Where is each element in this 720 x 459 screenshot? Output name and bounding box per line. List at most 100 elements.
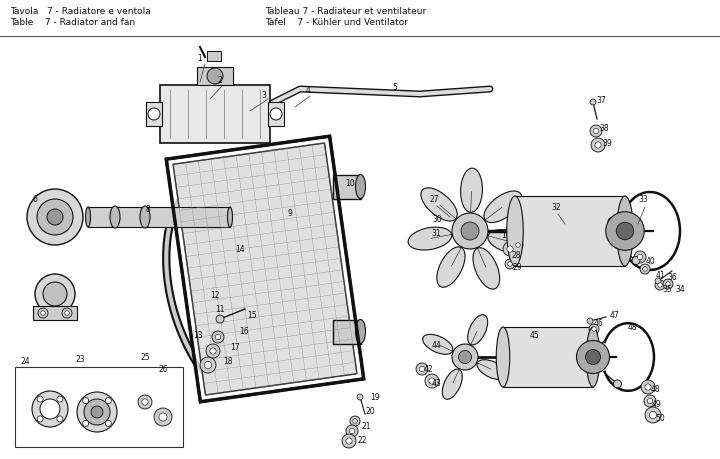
Text: 48: 48 <box>650 385 660 394</box>
Circle shape <box>616 223 634 240</box>
Circle shape <box>647 398 653 404</box>
Ellipse shape <box>496 327 510 387</box>
Circle shape <box>503 242 517 257</box>
Circle shape <box>663 280 673 289</box>
Ellipse shape <box>461 169 482 213</box>
Ellipse shape <box>437 247 465 288</box>
Circle shape <box>57 396 63 402</box>
Circle shape <box>608 218 616 226</box>
Circle shape <box>590 126 602 138</box>
Text: Tavola   7 - Radiatore e ventola: Tavola 7 - Radiatore e ventola <box>10 7 150 16</box>
Bar <box>197 68 233 86</box>
Circle shape <box>590 100 596 106</box>
Text: 24: 24 <box>20 357 30 366</box>
Ellipse shape <box>356 320 366 344</box>
Circle shape <box>452 213 488 249</box>
Circle shape <box>83 398 89 404</box>
Text: 42: 42 <box>423 365 433 374</box>
Circle shape <box>655 279 661 285</box>
Circle shape <box>425 374 439 388</box>
Bar <box>146 103 162 127</box>
Text: 43: 43 <box>432 378 442 386</box>
Circle shape <box>204 362 212 369</box>
Circle shape <box>148 109 160 121</box>
Ellipse shape <box>473 248 500 290</box>
Ellipse shape <box>488 230 531 254</box>
Circle shape <box>505 259 515 269</box>
Circle shape <box>655 280 665 291</box>
Text: 21: 21 <box>361 421 371 431</box>
Circle shape <box>585 350 600 365</box>
Circle shape <box>637 255 643 260</box>
Circle shape <box>105 398 112 404</box>
Circle shape <box>40 399 60 419</box>
Text: 9: 9 <box>287 208 292 217</box>
Text: 32: 32 <box>552 202 561 211</box>
Text: 33: 33 <box>638 195 648 204</box>
Circle shape <box>47 210 63 225</box>
Ellipse shape <box>86 207 91 228</box>
Circle shape <box>215 335 221 340</box>
Ellipse shape <box>140 207 150 229</box>
Text: 49: 49 <box>652 400 662 409</box>
Circle shape <box>200 357 216 373</box>
Ellipse shape <box>228 207 233 228</box>
Circle shape <box>142 399 148 405</box>
Ellipse shape <box>617 196 634 266</box>
Circle shape <box>83 420 89 426</box>
Circle shape <box>342 434 356 448</box>
Bar <box>268 103 284 127</box>
Ellipse shape <box>586 327 600 387</box>
Circle shape <box>516 243 521 248</box>
Circle shape <box>57 416 63 422</box>
Bar <box>333 320 361 344</box>
Text: 17: 17 <box>230 343 240 352</box>
Text: 47: 47 <box>609 310 619 319</box>
Text: 23: 23 <box>75 355 85 364</box>
Text: 10: 10 <box>345 178 355 187</box>
Circle shape <box>507 246 513 252</box>
Bar <box>160 86 270 144</box>
Circle shape <box>416 363 428 375</box>
Circle shape <box>666 282 670 286</box>
Bar <box>166 137 364 402</box>
Circle shape <box>658 283 662 288</box>
Ellipse shape <box>421 188 457 222</box>
Bar <box>207 52 221 62</box>
Circle shape <box>159 413 167 421</box>
Circle shape <box>77 392 117 432</box>
Circle shape <box>154 408 172 426</box>
Text: 22: 22 <box>357 436 366 444</box>
Text: Tafel    7 - Kühler und Ventilator: Tafel 7 - Kühler und Ventilator <box>265 18 408 27</box>
Text: 35: 35 <box>662 285 672 294</box>
Text: Table    7 - Radiator and fan: Table 7 - Radiator and fan <box>10 18 135 27</box>
Text: 40: 40 <box>645 257 655 266</box>
Circle shape <box>592 327 596 331</box>
Circle shape <box>577 341 610 374</box>
Text: 28: 28 <box>511 250 521 259</box>
Circle shape <box>429 378 435 384</box>
Circle shape <box>452 344 478 370</box>
Circle shape <box>346 438 352 444</box>
Circle shape <box>357 394 363 400</box>
Text: 38: 38 <box>599 123 609 132</box>
Circle shape <box>105 420 112 426</box>
Circle shape <box>640 264 650 274</box>
Circle shape <box>37 200 73 235</box>
Bar <box>515 196 625 266</box>
Circle shape <box>644 395 656 407</box>
Bar <box>33 306 77 320</box>
Ellipse shape <box>484 191 522 223</box>
Text: 1: 1 <box>197 53 202 62</box>
Text: 29: 29 <box>512 263 522 272</box>
Circle shape <box>634 252 646 263</box>
Text: 39: 39 <box>602 138 612 147</box>
Circle shape <box>419 366 425 372</box>
Bar <box>166 137 364 402</box>
Text: 45: 45 <box>530 330 540 339</box>
Circle shape <box>590 347 598 354</box>
Circle shape <box>643 267 647 272</box>
Text: 44: 44 <box>431 340 441 349</box>
Circle shape <box>353 419 357 423</box>
Circle shape <box>41 311 45 316</box>
